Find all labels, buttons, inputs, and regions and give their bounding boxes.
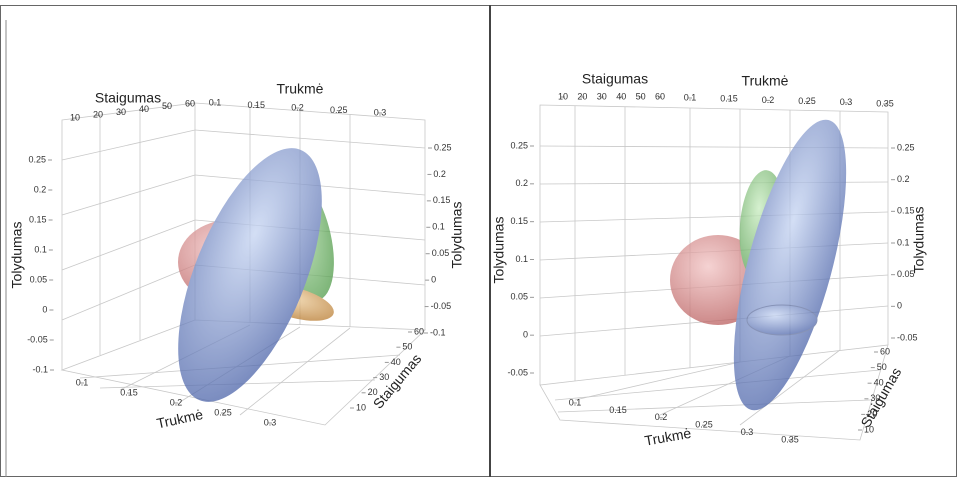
tick-label: 0.2 bbox=[433, 169, 446, 179]
tick-label: 10 bbox=[356, 402, 366, 412]
ellipsoids bbox=[670, 119, 847, 411]
tick-label: 0.3 bbox=[741, 427, 754, 437]
tick-label: 10 bbox=[70, 112, 80, 122]
tick-label: 10 bbox=[864, 424, 874, 434]
tick-label: 0.1 bbox=[569, 397, 582, 407]
tick-label: 20 bbox=[368, 387, 378, 397]
tick-label: 0.1 bbox=[209, 97, 222, 107]
tick-label: 0.2 bbox=[655, 412, 668, 422]
tick-label: 50 bbox=[402, 342, 412, 352]
ellipsoids bbox=[178, 148, 334, 402]
tick-label: 0.15 bbox=[720, 94, 738, 104]
tick-label: 0.2 bbox=[762, 95, 775, 105]
tick-label: 40 bbox=[391, 357, 401, 367]
tick-label: 0.1 bbox=[515, 254, 528, 264]
tick-label: 0.2 bbox=[291, 102, 304, 112]
tick-label: 0.05 bbox=[30, 274, 48, 284]
tick-label: 0.1 bbox=[897, 237, 910, 247]
axis-title: Tolydumas bbox=[491, 217, 507, 284]
tick-label: -0.1 bbox=[32, 364, 48, 374]
tick-label: 20 bbox=[577, 91, 587, 101]
tick-label: 0 bbox=[897, 301, 902, 311]
tick-label: 60 bbox=[655, 91, 665, 101]
axis-title: Tolydumas bbox=[9, 222, 25, 289]
tick-label: 50 bbox=[636, 91, 646, 101]
tick-label: 0 bbox=[42, 304, 47, 314]
tick-label: 40 bbox=[874, 378, 884, 388]
ellipsoid bbox=[733, 119, 847, 411]
tick-label: 0.15 bbox=[433, 195, 451, 205]
tick-label: 0.05 bbox=[432, 248, 450, 258]
tick-label: 0.1 bbox=[76, 377, 89, 387]
tick-label: 0.25 bbox=[214, 407, 232, 417]
tick-label: 0.25 bbox=[510, 140, 528, 150]
tick-label: 30 bbox=[116, 107, 126, 117]
tick-label: 0.25 bbox=[897, 142, 915, 152]
ellipsoid bbox=[178, 148, 322, 402]
tick-label: 0.15 bbox=[897, 206, 915, 216]
tick-label: -0.1 bbox=[430, 327, 446, 337]
tick-label: 20 bbox=[93, 110, 103, 120]
tick-label: 0.1 bbox=[432, 222, 445, 232]
tick-label: 0.15 bbox=[247, 100, 265, 110]
tick-label: 30 bbox=[597, 91, 607, 101]
tick-label: 30 bbox=[870, 393, 880, 403]
tick-label: 0.05 bbox=[897, 269, 915, 279]
tick-label: 0.3 bbox=[840, 97, 853, 107]
axis-title: Staigumas bbox=[582, 71, 648, 87]
tick-label: 0.1 bbox=[684, 92, 697, 102]
tick-label: 0.3 bbox=[374, 107, 387, 117]
tick-label: 0.1 bbox=[34, 244, 47, 254]
tick-label: 60 bbox=[880, 346, 890, 356]
tick-label: 0.05 bbox=[510, 292, 528, 302]
tick-label: 0.25 bbox=[695, 420, 713, 430]
tick-label: 50 bbox=[162, 101, 172, 111]
tick-label: 40 bbox=[616, 91, 626, 101]
tick-label: 20 bbox=[867, 409, 877, 419]
tick-label: 0.2 bbox=[897, 174, 910, 184]
tick-label: 0.35 bbox=[876, 98, 894, 108]
tick-label: -0.05 bbox=[431, 301, 452, 311]
tick-label: 0.15 bbox=[609, 405, 627, 415]
tick-label: 0.25 bbox=[434, 142, 452, 152]
tick-label: 0 bbox=[431, 275, 436, 285]
tick-label: 50 bbox=[877, 362, 887, 372]
tick-label: 60 bbox=[414, 326, 424, 336]
tick-label: 0.35 bbox=[781, 434, 799, 444]
tick-label: 0.25 bbox=[28, 154, 46, 164]
tick-label: 0.25 bbox=[798, 96, 816, 106]
tick-label: 0.2 bbox=[170, 397, 183, 407]
tick-label: -0.05 bbox=[507, 367, 528, 377]
axis-title: Tolydumas bbox=[449, 202, 465, 269]
tick-label: 0.15 bbox=[510, 216, 528, 226]
axis-title: Trukmė bbox=[742, 73, 789, 89]
tick-label: 30 bbox=[379, 372, 389, 382]
tick-label: 0.2 bbox=[34, 184, 47, 194]
tick-label: 0.15 bbox=[120, 387, 138, 397]
axis-title: Trukmė bbox=[277, 81, 324, 97]
tick-label: 40 bbox=[139, 104, 149, 114]
tick-label: 0.3 bbox=[264, 417, 277, 427]
tick-label: -0.05 bbox=[897, 332, 918, 342]
tick-label: -0.05 bbox=[27, 334, 48, 344]
ellipsoid bbox=[746, 304, 818, 336]
axis-title: Tolydumas bbox=[911, 207, 927, 274]
tick-label: 0.2 bbox=[515, 178, 528, 188]
axis-title: Staigumas bbox=[95, 90, 161, 106]
tick-label: 0.15 bbox=[29, 214, 47, 224]
tick-label: 60 bbox=[185, 98, 195, 108]
tick-label: 10 bbox=[558, 91, 568, 101]
tick-label: 0.25 bbox=[330, 105, 348, 115]
tick-label: 0 bbox=[523, 330, 528, 340]
